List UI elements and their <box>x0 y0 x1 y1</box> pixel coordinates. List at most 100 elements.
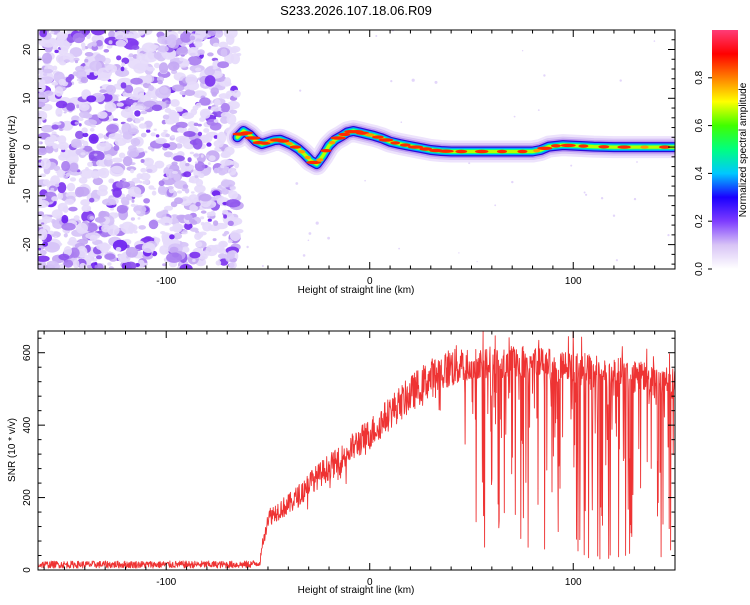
noise-speckle <box>122 131 133 140</box>
signal-hotspot <box>259 141 271 145</box>
noise-speckle <box>187 46 199 57</box>
noise-speckle <box>72 57 80 62</box>
noise-speckle <box>109 165 124 177</box>
noise-speckle <box>158 185 166 194</box>
noise-speckle <box>151 190 157 196</box>
noise-speckle <box>146 66 155 72</box>
noise-speckle <box>135 210 141 215</box>
noise-speckle <box>139 116 144 121</box>
noise-speckle <box>118 152 126 159</box>
noise-speckle <box>217 253 227 259</box>
noise-speckle <box>218 170 226 176</box>
noise-speckle <box>142 180 148 185</box>
noise-speckle <box>179 57 184 62</box>
noise-speckle <box>138 30 145 36</box>
noise-speckle <box>63 175 69 179</box>
noise-speckle <box>129 97 133 99</box>
noise-speckle <box>59 263 65 269</box>
noise-speckle <box>154 160 165 169</box>
noise-speckle <box>41 216 53 224</box>
noise-speckle <box>47 230 55 235</box>
noise-speckle <box>99 211 110 219</box>
noise-speckle <box>86 71 90 76</box>
noise-speckle <box>116 55 122 61</box>
noise-speckle <box>80 42 86 48</box>
noise-speckle <box>121 62 126 67</box>
noise-speckle <box>122 156 133 167</box>
noise-speckle <box>208 155 216 162</box>
signal-hotspot <box>640 145 649 149</box>
noise-speckle <box>96 142 112 152</box>
noise-speckle <box>215 260 222 266</box>
snr-frame <box>37 330 676 571</box>
noise-speckle <box>87 261 92 266</box>
signal-hotspot <box>578 144 589 148</box>
noise-speckle <box>157 45 169 53</box>
noise-speckle <box>78 111 90 119</box>
snr-y-tick-label: 400 <box>22 416 33 433</box>
noise-speckle <box>192 138 203 150</box>
noise-speckle <box>89 60 102 72</box>
signal-hotspot <box>617 145 631 149</box>
noise-speckle <box>115 39 127 48</box>
noise-speckle <box>108 266 114 269</box>
noise-speckle <box>87 161 93 167</box>
noise-speckle <box>81 204 92 212</box>
noise-speckle <box>38 110 48 121</box>
noise-speckle <box>75 65 86 73</box>
noise-speckle <box>108 40 113 45</box>
colorbar-ticks: 0.0 0.2 0.4 0.6 0.8 <box>694 70 712 276</box>
noise-speckle <box>69 162 79 173</box>
noise-speckle <box>212 67 217 70</box>
noise-speckle <box>61 214 69 224</box>
noise-speckle <box>163 129 168 132</box>
noise-speckle <box>150 132 156 137</box>
noise-speckle <box>114 212 119 217</box>
noise-speckle <box>55 122 62 126</box>
noise-speckle <box>133 87 145 98</box>
noise-speckle <box>200 110 211 119</box>
noise-speckle <box>411 78 415 82</box>
noise-speckle <box>302 254 306 257</box>
noise-speckle <box>130 77 143 85</box>
noise-speckle <box>72 71 79 77</box>
noise-speckle <box>212 42 220 48</box>
noise-speckle <box>38 82 46 93</box>
noise-speckle <box>220 150 231 159</box>
noise-speckle <box>400 121 403 123</box>
noise-speckle <box>112 118 118 121</box>
noise-speckle <box>163 205 174 211</box>
noise-speckle <box>211 244 225 253</box>
noise-speckle <box>229 109 238 115</box>
noise-speckle <box>110 207 114 211</box>
noise-speckle <box>72 259 80 269</box>
noise-speckle <box>50 175 61 187</box>
noise-speckle <box>187 157 192 163</box>
noise-speckle <box>40 158 51 170</box>
noise-speckle <box>89 127 95 132</box>
noise-speckle <box>122 33 129 39</box>
noise-speckle <box>89 197 95 203</box>
noise-speckle <box>187 121 196 128</box>
noise-speckle <box>307 239 310 242</box>
noise-speckle <box>143 157 154 167</box>
noise-speckle <box>38 255 50 262</box>
noise-speckle <box>212 238 217 242</box>
noise-speckle <box>93 198 99 202</box>
noise-speckle <box>175 135 190 144</box>
noise-speckle <box>434 80 438 84</box>
snr-series-line <box>38 331 675 569</box>
noise-speckle <box>172 225 182 233</box>
noise-speckle <box>232 89 241 98</box>
noise-speckle <box>71 138 82 147</box>
noise-speckle <box>494 204 497 207</box>
noise-speckle <box>56 31 68 40</box>
signal-hotspots <box>232 130 671 165</box>
noise-speckle <box>76 78 81 82</box>
noise-speckle <box>171 134 175 139</box>
noise-speckle <box>63 233 68 238</box>
noise-speckle <box>128 226 135 233</box>
noise-speckle <box>73 215 80 221</box>
noise-speckle <box>180 31 192 43</box>
noise-speckle <box>59 61 67 66</box>
